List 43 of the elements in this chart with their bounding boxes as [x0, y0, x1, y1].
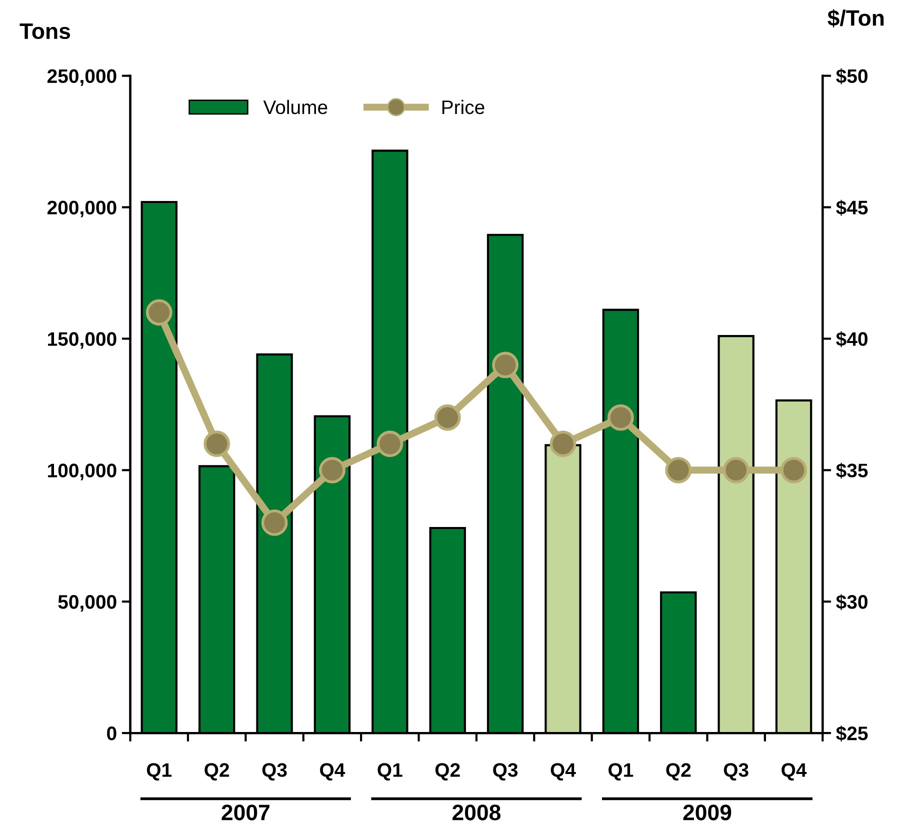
y-tick-label: 0 — [107, 726, 116, 740]
y-tick-label: 50,000 — [58, 595, 116, 612]
point — [261, 510, 288, 536]
point — [722, 456, 750, 484]
text: 2008 — [452, 804, 500, 820]
point — [204, 430, 230, 458]
y-tick-label: 250,000 — [47, 69, 116, 86]
point — [665, 456, 692, 484]
point — [550, 430, 576, 458]
x-tick-label: Q4 — [320, 763, 346, 781]
point — [780, 456, 807, 484]
x-tick-label: Q1 — [378, 763, 402, 781]
y2-tick-label: $30 — [836, 594, 868, 610]
point — [608, 404, 634, 431]
legend-label: Price — [442, 100, 484, 114]
point — [376, 430, 404, 458]
point — [492, 352, 518, 378]
point — [434, 404, 461, 431]
text: 2007 — [222, 804, 270, 820]
legend-label: Volume — [263, 100, 328, 114]
y2-tick-label: $50 — [836, 68, 868, 84]
y2-tick-label: $45 — [836, 200, 868, 216]
y2-axis-title: $/Ton — [828, 9, 884, 28]
x-tick-label: Q3 — [724, 763, 748, 781]
y2-tick-label: $40 — [836, 331, 868, 348]
y-tick-label: 100,000 — [48, 464, 116, 480]
x-tick-label: Q4 — [782, 763, 807, 781]
x-tick-label: Q3 — [493, 763, 518, 781]
y-axis-title: Tons — [20, 24, 70, 40]
y-tick-label: 200,000 — [47, 200, 116, 218]
y2-tick-label: $35 — [836, 462, 868, 479]
x-tick-label: Q4 — [550, 763, 576, 781]
x-tick-label: Q1 — [146, 763, 172, 781]
x-tick-label: Q2 — [204, 763, 230, 781]
y-tick-label: 150,000 — [48, 332, 116, 349]
x-tick-label: Q2 — [435, 763, 460, 781]
point — [319, 456, 346, 484]
text: 2009 — [683, 804, 732, 820]
y2-tick-label: $25 — [836, 726, 868, 742]
x-tick-label: Q3 — [262, 763, 287, 781]
x-tick-label: Q1 — [608, 763, 634, 781]
point — [146, 299, 172, 326]
x-tick-label: Q2 — [666, 763, 691, 781]
